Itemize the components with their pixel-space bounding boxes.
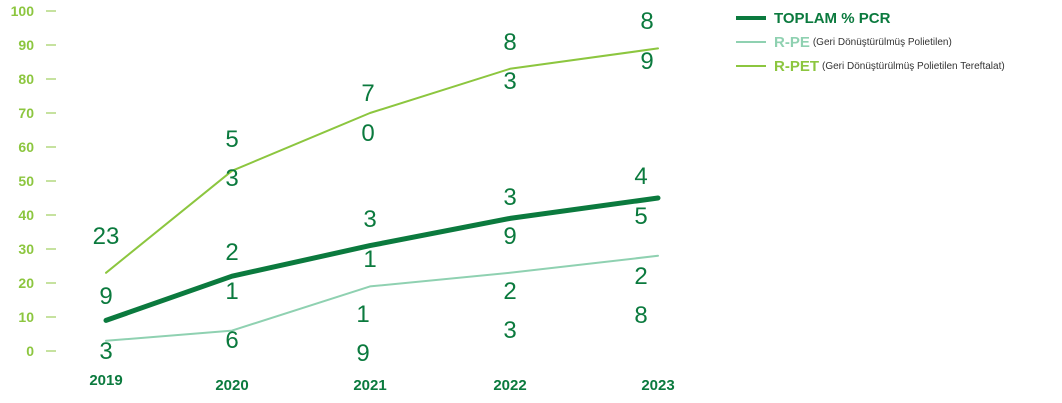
y-tick-label-90: 90 — [18, 37, 34, 53]
y-tick-label-0: 0 — [26, 343, 34, 359]
data-label-s2-p4-0: 8 — [640, 8, 653, 35]
y-tick-label-80: 80 — [18, 71, 34, 87]
legend-swatch-rpet — [736, 65, 766, 67]
series-line-toplam-pcr — [103, 195, 661, 323]
legend-item-toplam: TOPLAM % PCR — [736, 6, 1005, 30]
y-tick-label-10: 10 — [18, 309, 34, 325]
data-label-s2-p4-1: 9 — [640, 48, 653, 75]
data-label-s1-p1-0: 6 — [225, 327, 238, 354]
legend-label-toplam: TOPLAM % PCR — [774, 9, 891, 27]
legend-item-rpet: R-PET (Geri Dönüştürülmüş Polietilen Ter… — [736, 54, 1005, 78]
y-axis: 0 10 20 30 40 50 60 70 80 90 100 — [11, 3, 56, 359]
data-label-s0-p2-0: 3 — [363, 206, 376, 233]
data-label-s1-p0-0: 3 — [99, 338, 112, 365]
data-label-s0-p2-1: 1 — [363, 246, 376, 273]
data-label-s0-p4-1: 5 — [634, 203, 647, 230]
x-axis: 2019 2020 2021 2022 2023 — [89, 372, 674, 394]
data-label-s2-p0-0: 23 — [93, 223, 120, 250]
data-label-s0-p3-1: 9 — [503, 223, 516, 250]
series-line-r-pet — [105, 47, 659, 274]
data-label-s2-p1-0: 5 — [225, 126, 238, 153]
x-tick-label-2021: 2021 — [353, 377, 386, 394]
data-label-s2-p2-1: 0 — [361, 120, 374, 147]
x-tick-label-2020: 2020 — [215, 377, 248, 394]
legend-label-rpe: R-PE — [774, 33, 810, 51]
legend-item-rpe: R-PE (Geri Dönüştürülmüş Polietilen) — [736, 30, 1005, 54]
data-label-s1-p3-0: 2 — [503, 278, 516, 305]
y-tick-label-20: 20 — [18, 275, 34, 291]
data-label-s0-p1-1: 1 — [225, 278, 238, 305]
legend: TOPLAM % PCR R-PE (Geri Dönüştürülmüş Po… — [736, 6, 1005, 78]
legend-label-rpet: R-PET — [774, 57, 819, 75]
data-label-s1-p2-0: 1 — [356, 301, 369, 328]
data-label-s1-p4-1: 8 — [634, 302, 647, 329]
data-label-s2-p3-1: 3 — [503, 68, 516, 95]
data-label-s0-p3-0: 3 — [503, 184, 516, 211]
legend-swatch-rpe — [736, 41, 766, 43]
legend-swatch-toplam — [736, 16, 766, 20]
data-label-s0-p0-0: 9 — [99, 283, 112, 310]
y-tick-label-30: 30 — [18, 241, 34, 257]
data-label-s1-p4-0: 2 — [634, 263, 647, 290]
x-tick-label-2023: 2023 — [641, 377, 674, 394]
data-label-s2-p2-0: 7 — [361, 80, 374, 107]
data-label-s1-p2-1: 9 — [356, 340, 369, 367]
series-lines — [103, 47, 661, 342]
data-label-s0-p4-0: 4 — [634, 163, 647, 190]
legend-desc-rpet: (Geri Dönüştürülmüş Polietilen Tereftala… — [822, 60, 1005, 72]
y-tick-label-70: 70 — [18, 105, 34, 121]
data-label-s0-p1-0: 2 — [225, 239, 238, 266]
data-label-s2-p3-0: 8 — [503, 29, 516, 56]
legend-desc-rpe: (Geri Dönüştürülmüş Polietilen) — [812, 36, 952, 48]
y-tick-label-60: 60 — [18, 139, 34, 155]
y-tick-label-50: 50 — [18, 173, 34, 189]
x-tick-label-2019: 2019 — [89, 372, 122, 389]
y-tick-label-40: 40 — [18, 207, 34, 223]
x-tick-label-2022: 2022 — [493, 377, 526, 394]
series-line-r-pe — [105, 254, 659, 342]
data-label-s1-p3-1: 3 — [503, 317, 516, 344]
y-tick-label-100: 100 — [11, 3, 35, 19]
data-label-s2-p1-1: 3 — [225, 165, 238, 192]
